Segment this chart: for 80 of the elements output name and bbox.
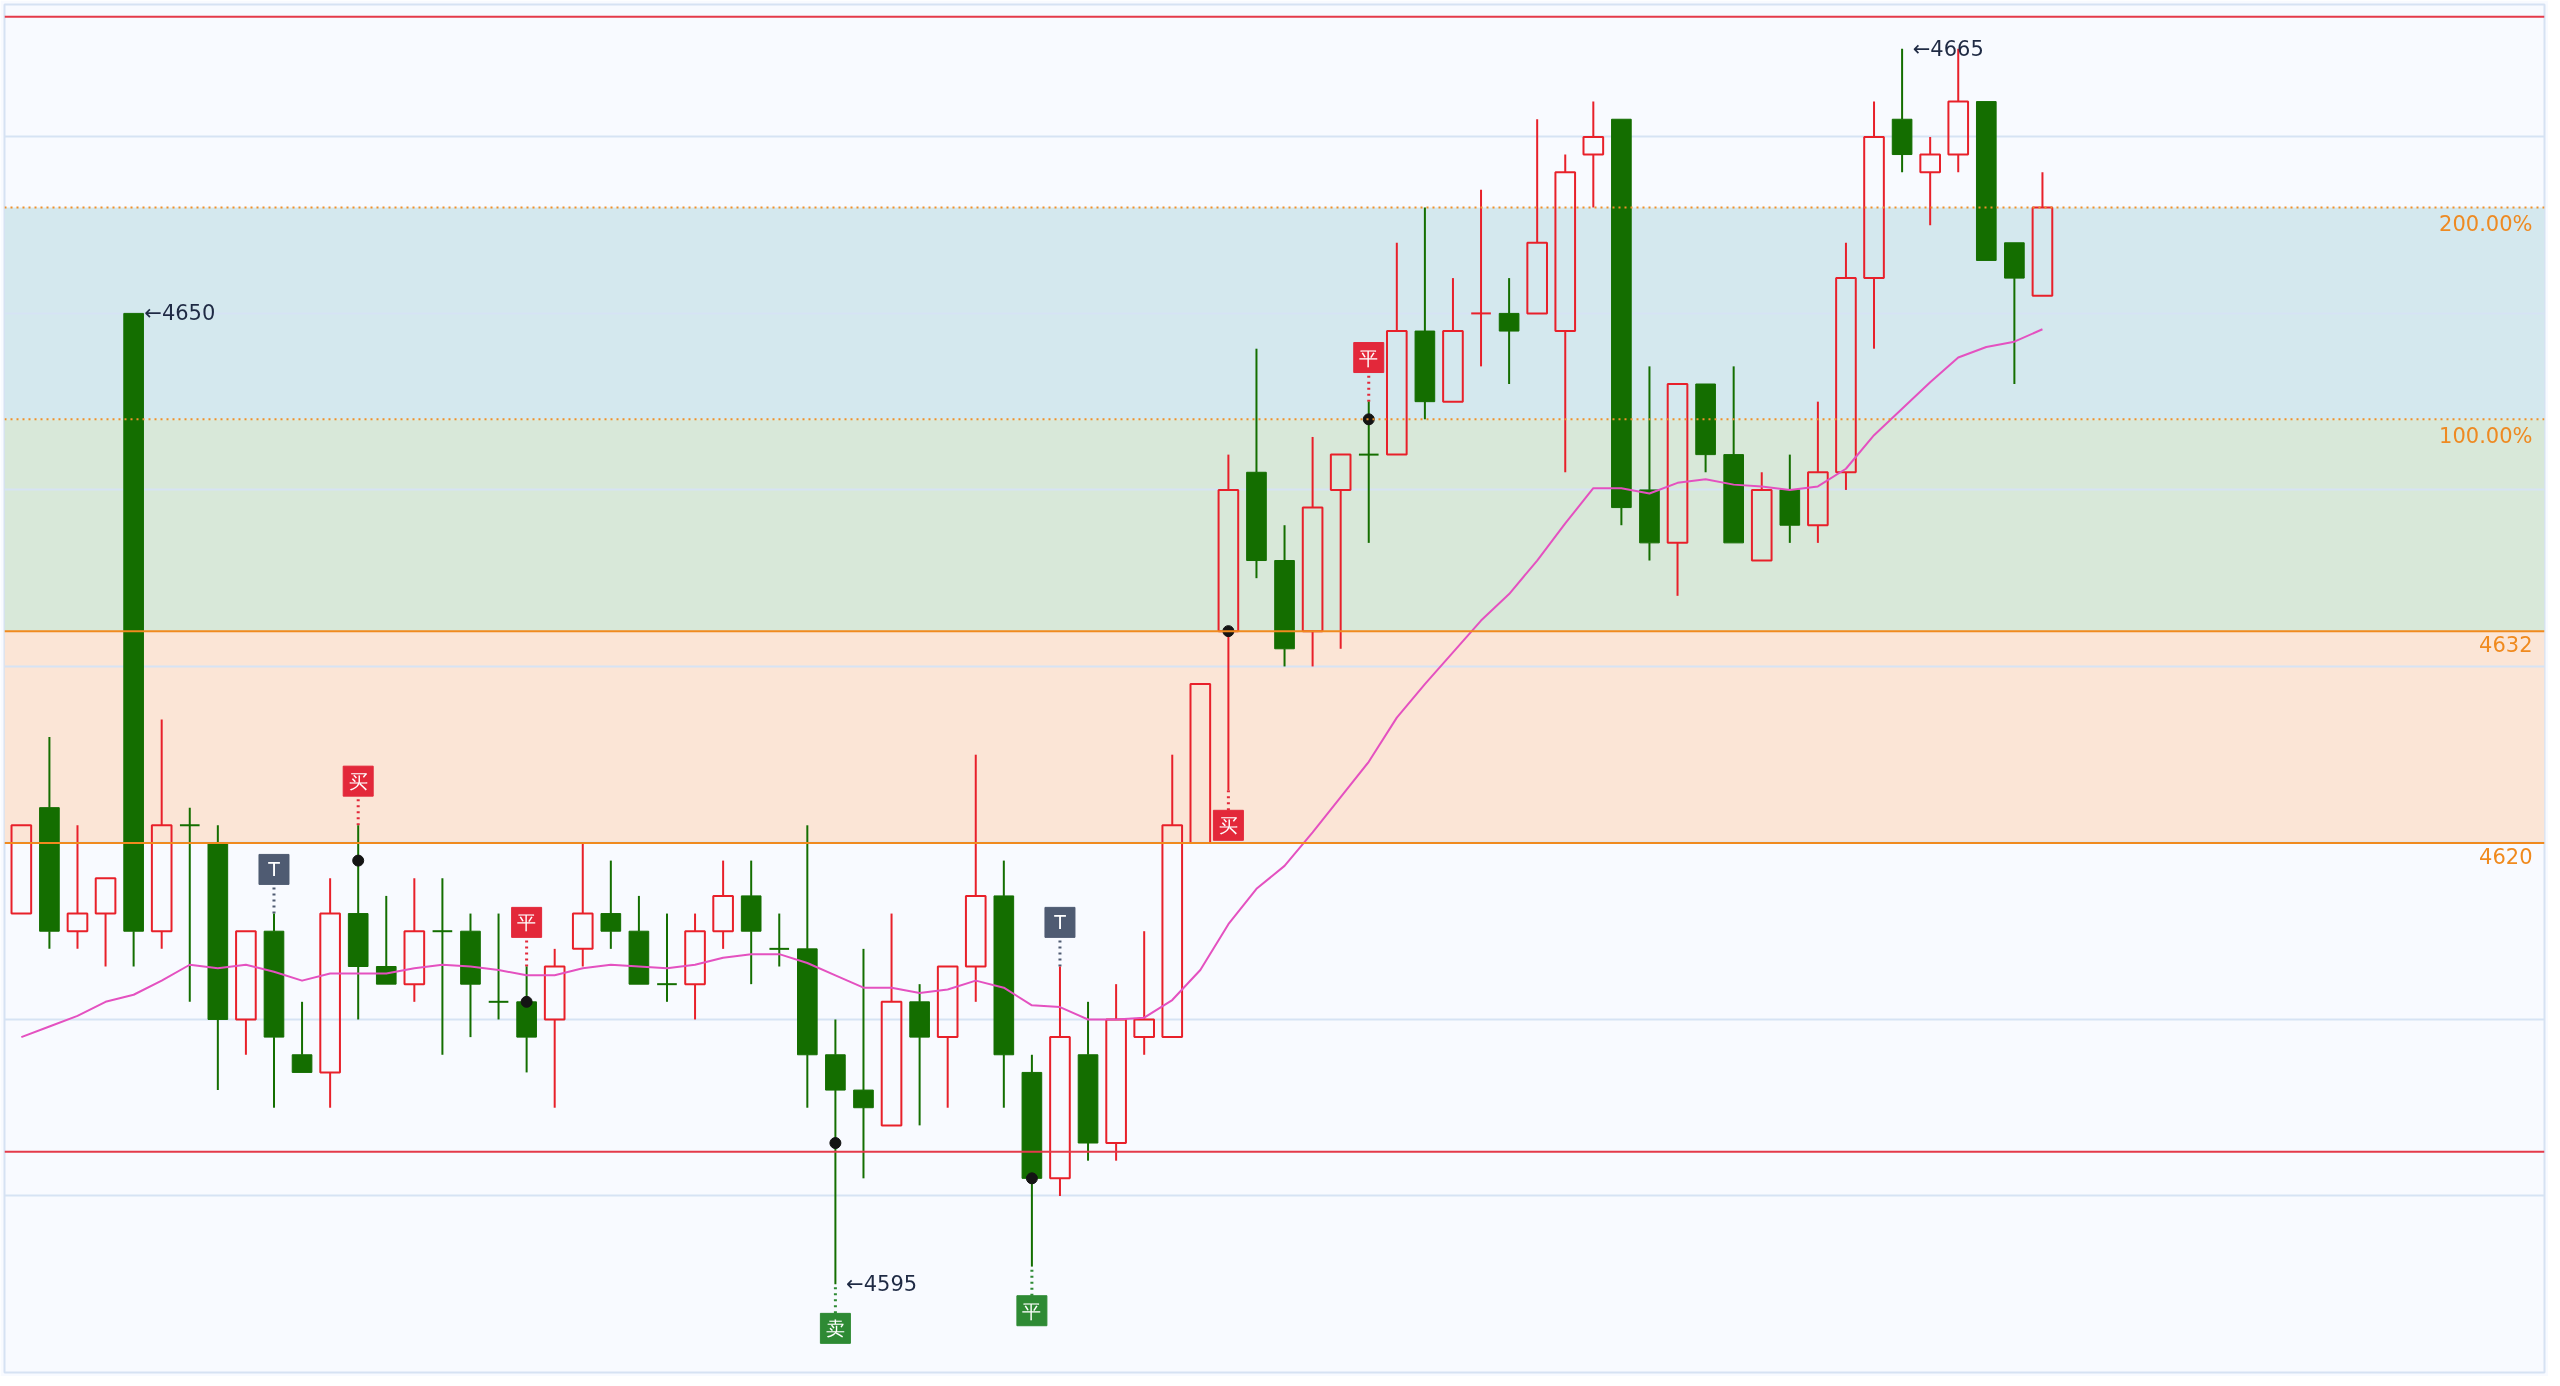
point [520,995,533,1008]
point [352,854,365,867]
candlestick [94,877,117,968]
candlestick [1554,153,1577,474]
candlestick [66,824,89,950]
data-label: 平 [1359,346,1379,369]
text: ←4650 [144,301,216,326]
candlestick [964,753,987,1003]
candlestick [853,947,874,1180]
ref-line-label: 4620 [2479,844,2533,869]
candlestick [1498,277,1520,386]
candlestick [1779,453,1801,544]
candlestick [39,736,60,950]
candlestick [628,894,650,985]
candlestick [656,912,678,1003]
band-label: 100.00% [2439,424,2533,449]
candlestick [1133,930,1156,1056]
candlestick [1414,206,1436,421]
data-label: 买 [348,770,368,793]
data-label: 平 [1022,1299,1042,1322]
candlestick [1975,101,1997,261]
data-label: 买 [1218,814,1238,837]
candlestick [1526,118,1548,315]
candlestick [571,841,594,968]
ref-line-label: 4632 [2479,633,2533,658]
candlestick [880,912,903,1127]
candlestick [1611,118,1632,527]
candlestick [600,859,622,950]
candlestick [712,859,734,950]
candlestick [1695,383,1716,474]
candlestick [403,877,426,1003]
candlestick [150,718,173,950]
candlestick [684,912,706,1021]
candlestick [2004,242,2025,386]
candlestick [1274,524,1295,668]
candlestick [797,824,818,1109]
candlestick [1470,188,1492,368]
candlestick [10,824,33,915]
candlestick [235,930,257,1056]
candlestick [431,877,454,1056]
candlestick [123,312,144,968]
data-label: T [1053,911,1067,934]
candlestick [1723,365,1744,544]
candlestick [1385,241,1408,456]
candlestick [375,894,397,985]
candlestick [1863,100,1885,350]
candlestick [1835,241,1857,491]
candlestick [1442,277,1464,403]
candlestick [178,806,201,1003]
candlestick [740,859,762,986]
candlestick [2031,171,2054,297]
candlestick [1582,100,1605,209]
candlestick [1919,135,1941,227]
candlestick [1161,753,1184,1039]
candlestick [487,912,510,1021]
candlestick [1301,435,1324,668]
candlestick [993,859,1015,1109]
text: ←4595 [846,1272,918,1297]
candlestick [1666,383,1689,597]
point [829,1137,842,1150]
point [1362,413,1375,426]
band-label: 200.00% [2439,212,2533,237]
text: ←4665 [1912,36,1984,61]
candlestick [1246,347,1267,580]
data-label: T [267,858,281,881]
candlestick [1807,400,1829,544]
data-label: 平 [517,911,537,934]
data-label: 卖 [825,1317,845,1340]
candlestick [1189,683,1212,844]
candlestick [936,965,959,1109]
candlestick [1217,453,1240,791]
candlestick [1891,47,1913,174]
candlestick [207,824,229,1092]
point [1025,1172,1038,1185]
candlestick [319,877,341,1109]
candlestick [1329,453,1352,650]
candlestick [1639,365,1660,562]
candlestick [291,1000,313,1073]
candlestick [460,912,481,1039]
candlestick [543,947,566,1109]
